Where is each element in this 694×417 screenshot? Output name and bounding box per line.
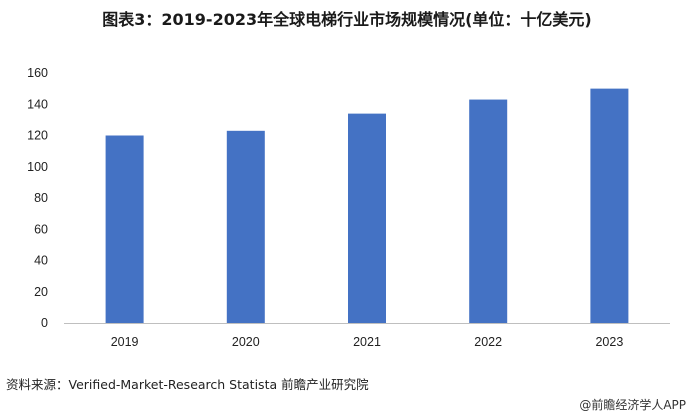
x-tick-label: 2020 [232, 335, 260, 349]
bar-2019 [105, 135, 144, 323]
y-tick-label: 120 [27, 129, 48, 143]
source-note: 资料来源：Verified-Market-Research Statista 前… [6, 377, 369, 392]
bar-2021 [348, 113, 386, 323]
bar-2020 [226, 130, 265, 323]
bar-2023 [590, 88, 629, 323]
x-tick-label: 2023 [595, 335, 623, 349]
y-tick-label: 160 [27, 66, 48, 80]
y-tick-label: 20 [34, 285, 48, 299]
y-tick-label: 80 [34, 191, 48, 205]
y-tick-label: 60 [34, 222, 48, 236]
x-tick-label: 2021 [353, 335, 381, 349]
y-tick-label: 100 [27, 160, 48, 174]
credit-label: @前瞻经济学人APP [579, 398, 686, 412]
x-tick-label: 2022 [474, 335, 502, 349]
x-axis: 2019 2020 2021 2022 2023 [111, 335, 624, 349]
bar-2022 [469, 99, 508, 323]
x-tick-label: 2019 [111, 335, 139, 349]
y-tick-label: 40 [34, 254, 48, 268]
chart-title: 图表3：2019-2023年全球电梯行业市场规模情况(单位：十亿美元) [102, 10, 592, 29]
bar-series [105, 88, 629, 323]
y-tick-label: 140 [27, 97, 48, 111]
y-tick-label: 0 [41, 316, 48, 330]
y-axis: 0 20 40 60 80 100 120 140 160 [27, 66, 48, 330]
